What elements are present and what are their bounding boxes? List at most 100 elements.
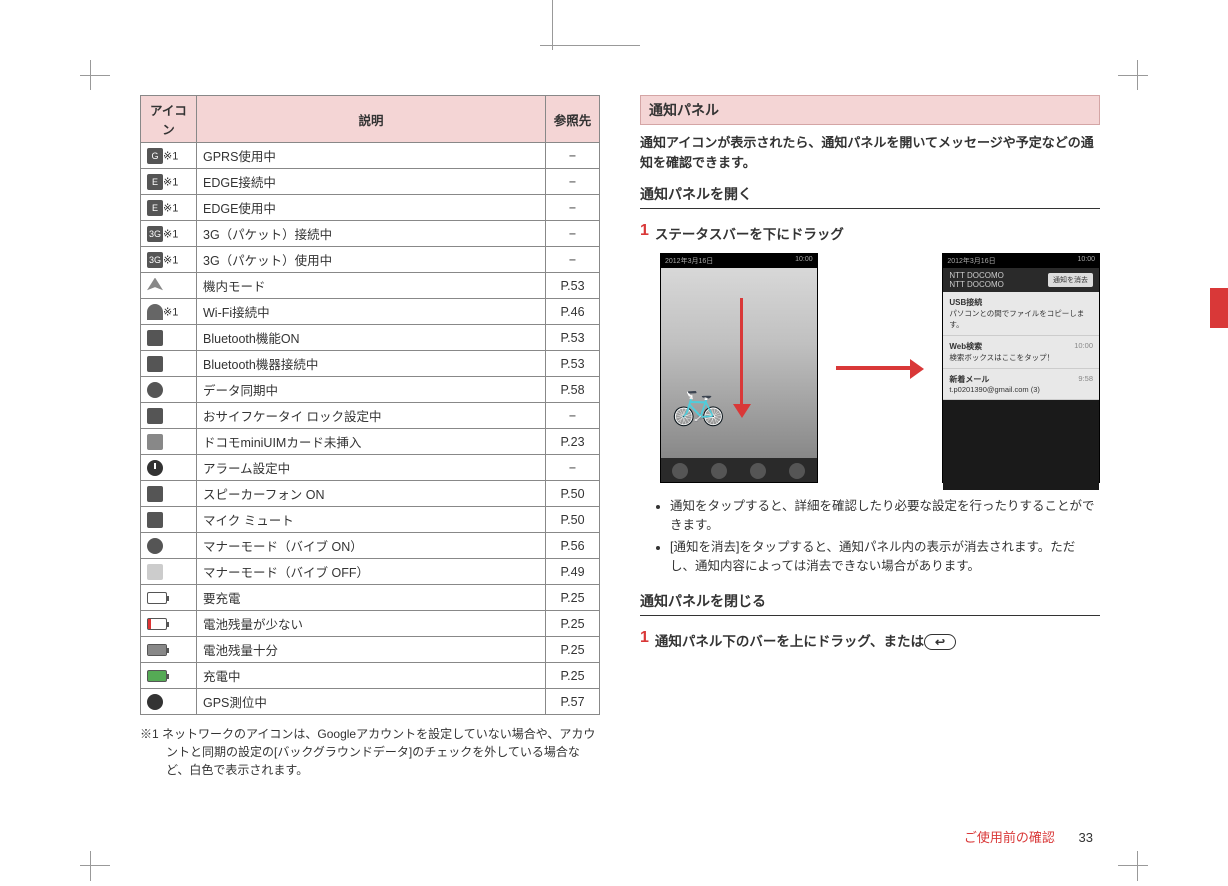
clear-notifications-button[interactable]: 通知を消去 xyxy=(1048,273,1093,287)
step-open: 1 ステータスバーを下にドラッグ xyxy=(640,223,1100,243)
close-panel-heading: 通知パネルを閉じる xyxy=(640,591,1100,616)
table-row: G※1GPRS使用中− xyxy=(141,143,600,169)
note-bullet: 通知をタップすると、詳細を確認したり必要な設定を行ったりすることができます。 xyxy=(670,497,1100,536)
icon-description: スピーカーフォン ON xyxy=(197,481,546,507)
status-icon: E xyxy=(147,174,163,190)
icon-description: マイク ミュート xyxy=(197,507,546,533)
page-reference: P.56 xyxy=(546,533,600,559)
th-ref: 参照先 xyxy=(546,96,600,143)
status-date-2: 2012年3月16日 xyxy=(947,256,995,266)
icon-description: マナーモード（バイブ ON） xyxy=(197,533,546,559)
step-number: 1 xyxy=(640,223,649,243)
status-icon xyxy=(147,670,167,682)
page-reference: P.49 xyxy=(546,559,600,585)
status-time: 10:00 xyxy=(795,256,813,266)
status-icon xyxy=(147,460,163,476)
note-marker: ※1 xyxy=(163,306,178,318)
notification-item[interactable]: 9:58新着メールt.p0201390@gmail.com (3) xyxy=(943,369,1099,400)
transition-arrow-icon xyxy=(836,358,925,378)
status-icon: E xyxy=(147,200,163,216)
page-reference: − xyxy=(546,403,600,429)
note-marker: ※1 xyxy=(163,254,178,266)
page-reference: − xyxy=(546,247,600,273)
icon-description: 機内モード xyxy=(197,273,546,299)
page-reference: − xyxy=(546,143,600,169)
table-row: Bluetooth機器接続中P.53 xyxy=(141,351,600,377)
table-row: 要充電P.25 xyxy=(141,585,600,611)
icon-reference-table: アイコン 説明 参照先 G※1GPRS使用中−E※1EDGE接続中−E※1EDG… xyxy=(140,95,600,715)
page-reference: P.25 xyxy=(546,611,600,637)
icon-description: 電池残量十分 xyxy=(197,637,546,663)
step-open-text: ステータスバーを下にドラッグ xyxy=(655,223,844,243)
page-reference: P.25 xyxy=(546,585,600,611)
status-icon xyxy=(147,694,163,710)
table-row: 3G※1 3G（パケット）使用中− xyxy=(141,247,600,273)
page-reference: P.53 xyxy=(546,273,600,299)
status-date: 2012年3月16日 xyxy=(665,256,713,266)
page-reference: − xyxy=(546,195,600,221)
step-close-text: 通知パネル下のバーを上にドラッグ、または↩ xyxy=(655,630,956,650)
notification-item[interactable]: 10:00Web検索検索ボックスはここをタップ！ xyxy=(943,336,1099,369)
table-row: スピーカーフォン ONP.50 xyxy=(141,481,600,507)
page-reference: − xyxy=(546,221,600,247)
table-row: 機内モードP.53 xyxy=(141,273,600,299)
open-panel-heading: 通知パネルを開く xyxy=(640,184,1100,209)
status-icon xyxy=(147,644,167,656)
notification-intro: 通知アイコンが表示されたら、通知パネルを開いてメッセージや予定などの通知を確認で… xyxy=(640,133,1100,172)
table-footnote: ※1 ネットワークのアイコンは、Googleアカウントを設定していない場合や、ア… xyxy=(140,725,600,779)
table-row: マナーモード（バイブ OFF）P.49 xyxy=(141,559,600,585)
step-close: 1 通知パネル下のバーを上にドラッグ、または↩ xyxy=(640,630,1100,650)
status-time-2: 10:00 xyxy=(1077,256,1095,266)
note-marker: ※1 xyxy=(163,150,178,162)
icon-description: 3G（パケット）接続中 xyxy=(197,221,546,247)
carrier-label: NTT DOCOMO NTT DOCOMO xyxy=(949,271,1004,289)
icon-description: EDGE使用中 xyxy=(197,195,546,221)
footer-section: ご使用前の確認 xyxy=(964,830,1055,845)
icon-description: おサイフケータイ ロック設定中 xyxy=(197,403,546,429)
table-row: GPS測位中P.57 xyxy=(141,689,600,715)
status-icon xyxy=(147,434,163,450)
table-row: E※1EDGE接続中− xyxy=(141,169,600,195)
status-icon xyxy=(147,512,163,528)
status-icon xyxy=(147,486,163,502)
page-content: アイコン 説明 参照先 G※1GPRS使用中−E※1EDGE接続中−E※1EDG… xyxy=(140,95,1100,779)
table-row: 電池残量が少ないP.25 xyxy=(141,611,600,637)
icon-description: 充電中 xyxy=(197,663,546,689)
icon-description: ドコモminiUIMカード未挿入 xyxy=(197,429,546,455)
icon-description: Wi-Fi接続中 xyxy=(197,299,546,325)
note-marker: ※1 xyxy=(163,202,178,214)
page-reference: P.25 xyxy=(546,663,600,689)
table-row: 電池残量十分P.25 xyxy=(141,637,600,663)
icon-description: GPS測位中 xyxy=(197,689,546,715)
table-row: データ同期中P.58 xyxy=(141,377,600,403)
icon-description: Bluetooth機能ON xyxy=(197,325,546,351)
notification-item[interactable]: USB接続パソコンとの間でファイルをコピーします。 xyxy=(943,292,1099,336)
page-reference: P.50 xyxy=(546,481,600,507)
icon-description: Bluetooth機器接続中 xyxy=(197,351,546,377)
status-icon: G xyxy=(147,148,163,164)
icon-description: 電池残量が少ない xyxy=(197,611,546,637)
page-reference: P.50 xyxy=(546,507,600,533)
th-icon: アイコン xyxy=(141,96,197,143)
close-step-prefix: 通知パネル下のバーを上にドラッグ、または xyxy=(655,634,924,649)
status-icon xyxy=(147,618,167,630)
wallpaper-bicycle: 🚲 xyxy=(671,376,726,428)
footer-page-number: 33 xyxy=(1079,830,1093,845)
status-icon xyxy=(147,304,163,320)
status-icon xyxy=(147,278,163,294)
page-reference: P.58 xyxy=(546,377,600,403)
table-row: ※1Wi-Fi接続中P.46 xyxy=(141,299,600,325)
status-icon xyxy=(147,382,163,398)
note-marker: ※1 xyxy=(163,228,178,240)
icon-description: データ同期中 xyxy=(197,377,546,403)
table-row: マイク ミュートP.50 xyxy=(141,507,600,533)
table-row: 充電中P.25 xyxy=(141,663,600,689)
right-column: 通知パネル 通知アイコンが表示されたら、通知パネルを開いてメッセージや予定などの… xyxy=(640,95,1100,779)
status-icon xyxy=(147,538,163,554)
status-icon: 3G xyxy=(147,252,163,268)
page-reference: − xyxy=(546,455,600,481)
drag-down-arrow-icon xyxy=(731,298,751,418)
icon-description: 3G（パケット）使用中 xyxy=(197,247,546,273)
step-number: 1 xyxy=(640,630,649,650)
table-row: ドコモminiUIMカード未挿入P.23 xyxy=(141,429,600,455)
